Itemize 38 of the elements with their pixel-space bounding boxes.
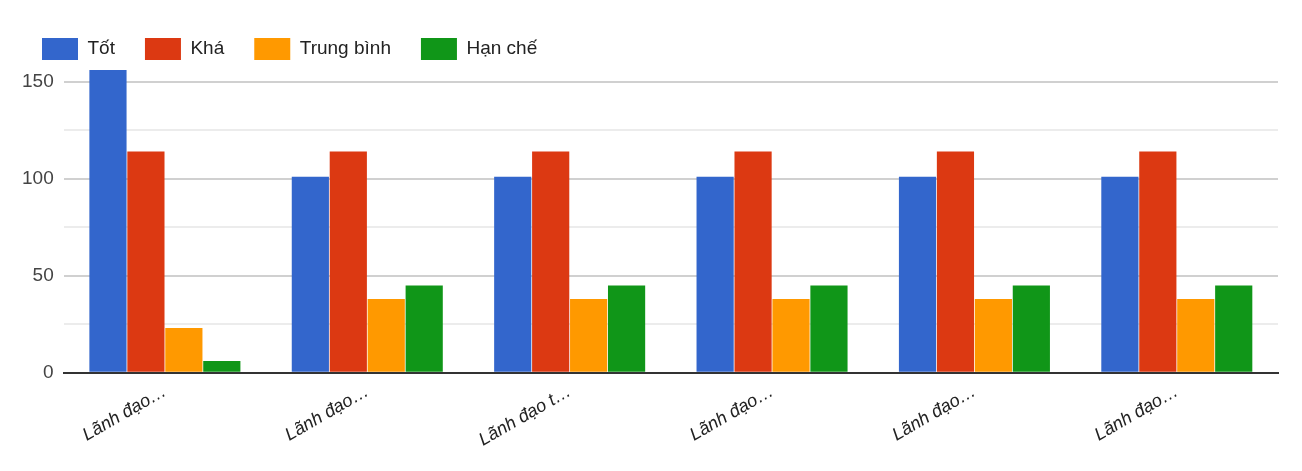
legend-label: Trung bình [299, 37, 391, 59]
x-tick-label: Lãnh đạo… [888, 380, 979, 445]
bar [1012, 285, 1050, 372]
legend-label: Hạn chế [466, 37, 538, 59]
bar [89, 70, 127, 372]
bar [734, 151, 772, 372]
bar [494, 176, 532, 372]
bar [203, 361, 241, 372]
bar [405, 285, 443, 372]
x-tick-label: Lãnh đạo… [281, 380, 372, 445]
x-tick-label: Lãnh đạo… [1090, 380, 1182, 445]
y-tick-label: 100 [22, 166, 54, 188]
bar [810, 285, 848, 372]
bar [291, 176, 329, 372]
legend-label: Tốt [87, 37, 116, 59]
x-tick-label: Lãnh đạo t… [474, 380, 575, 450]
bar [1101, 176, 1139, 372]
bar [936, 151, 975, 372]
bar [165, 328, 203, 372]
bar [696, 176, 734, 372]
bar [570, 299, 608, 372]
bar [772, 299, 810, 372]
bar [1139, 151, 1177, 372]
bar [974, 299, 1012, 372]
bar [1215, 285, 1253, 372]
y-tick-label: 150 [22, 69, 54, 91]
y-tick-label: 50 [32, 263, 54, 285]
bar [1177, 299, 1215, 372]
bar [127, 151, 165, 372]
bar [329, 151, 367, 372]
bar [367, 299, 405, 372]
bar [898, 176, 937, 372]
y-tick-label: 0 [43, 360, 54, 382]
legend-label: Khá [190, 37, 225, 59]
bar [607, 285, 646, 372]
x-tick-label: Lãnh đạo… [686, 380, 777, 445]
x-tick-label: Lãnh đạo… [78, 380, 170, 445]
bar [532, 151, 570, 372]
